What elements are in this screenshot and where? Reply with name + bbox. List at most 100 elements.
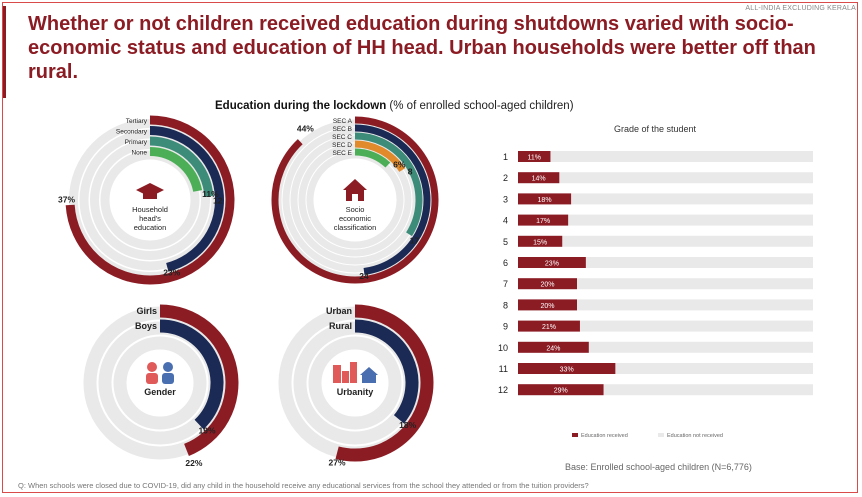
radial-chart-1: Tertiary 37% Secondary 23% Primary 12 None 11% H… (58, 115, 235, 285)
bar-track (518, 278, 813, 290)
cap-base (143, 192, 157, 199)
tick-label: 6 (503, 258, 508, 268)
bar-track (518, 235, 813, 247)
radial-bar-urban (335, 304, 434, 462)
category-label: Urban (326, 306, 352, 316)
bar-value-label: 29% (554, 388, 568, 395)
center-label: education (134, 223, 167, 232)
question-note: Q: When schools were closed due to COVID… (18, 481, 589, 490)
tick-label: 8 (503, 300, 508, 310)
bar (518, 235, 563, 247)
bar (518, 363, 616, 374)
bar-value-label: 18% (538, 197, 552, 204)
center-label: head's (139, 214, 161, 223)
building-2 (342, 371, 349, 383)
building-1 (333, 365, 341, 383)
tick-label: 9 (503, 322, 508, 332)
bar-value-label: 20% (540, 282, 554, 289)
house-door (352, 194, 358, 201)
value-label: 24 (359, 271, 369, 281)
tick-label: 2 (503, 173, 508, 183)
people-icon (146, 362, 174, 384)
hut-roof (360, 367, 378, 375)
radial-bar-none (149, 147, 203, 192)
tick-label: 11 (499, 364, 508, 374)
bar-track (518, 341, 813, 353)
bar-track (518, 257, 813, 268)
tick-label: 7 (503, 279, 508, 289)
girl-head (147, 362, 157, 372)
house-roof (343, 179, 367, 190)
value-label: 23% (163, 267, 180, 277)
bar-track (518, 151, 813, 162)
city-icon (333, 362, 378, 383)
boy-head (163, 362, 173, 372)
tick-label: 10 (498, 343, 508, 353)
category-label: Boys (135, 321, 157, 331)
category-label: Girls (136, 306, 157, 316)
category-label: SEC B (332, 126, 352, 133)
legend-swatch-received (572, 433, 578, 437)
grade-bar-chart: Grade of the student 1 11% 2 14% 3 18% 4 17% 5 15%… (498, 124, 813, 439)
radial-bar-primary (149, 136, 214, 197)
slide-headline: Whether or not children received educati… (28, 13, 816, 83)
bar (518, 214, 569, 226)
center-label: Household (132, 205, 168, 214)
legend-label-not-received: Education not received (667, 433, 723, 439)
bar (518, 172, 560, 184)
radial-bar-tertiary (65, 115, 235, 285)
bar-value-label: 33% (560, 367, 574, 374)
value-label: 6% (393, 160, 406, 170)
category-label: SEC C (332, 134, 352, 141)
bar (518, 320, 580, 332)
bar-track (518, 193, 813, 205)
hut-body (362, 375, 376, 383)
bar (518, 193, 572, 205)
category-label: SEC E (332, 150, 352, 157)
bar-value-label: 14% (532, 176, 546, 183)
category-label: SEC A (333, 118, 353, 125)
category-label: None (131, 150, 147, 157)
bar-value-label: 24% (546, 345, 560, 352)
radial-bar-secondary (149, 126, 224, 272)
category-label: SEC D (332, 142, 352, 149)
value-label: 44% (297, 124, 314, 134)
legend-label-received: Education received (581, 433, 628, 439)
bar (518, 278, 577, 290)
girl-body (146, 373, 158, 384)
bar (518, 151, 551, 162)
radial-bar-rural (354, 319, 419, 424)
radial-bar-sec-e (354, 148, 391, 168)
value-label: 12 (213, 195, 223, 205)
value-label: 18% (399, 420, 416, 430)
value-label: 27% (328, 458, 345, 468)
bar (518, 384, 604, 396)
radial-chart-2: SEC A 44% SEC B 24 SEC C 17 SEC D 8 SEC E 6% Socio… (271, 116, 439, 284)
legend-swatch-not-received (658, 433, 664, 437)
radial-bar-sec-c (354, 132, 423, 237)
bar-track (518, 214, 813, 226)
center-label: economic (339, 214, 371, 223)
bar-chart-title: Grade of the student (614, 124, 697, 134)
graduation-cap-icon (136, 183, 164, 199)
tick-label: 3 (503, 194, 508, 204)
track-ring (308, 336, 402, 430)
bar-value-label: 15% (533, 239, 547, 246)
subtitle-bold: Education during the lockdown (215, 100, 387, 112)
value-label: 22% (185, 458, 202, 468)
center-label: Socio (346, 205, 365, 214)
category-label: Rural (329, 321, 352, 331)
tick-label: 12 (498, 385, 508, 395)
track-ring (306, 151, 404, 249)
bar (518, 341, 589, 353)
building-3 (350, 362, 357, 383)
radial-bar-girls (159, 304, 239, 456)
bar-value-label: 17% (536, 218, 550, 225)
bar-value-label: 20% (540, 303, 554, 310)
radial-chart-4: Urban 27% Rural 18% Urbanity (278, 304, 434, 468)
track-ring (113, 336, 207, 430)
house-icon (343, 179, 367, 201)
radial-bar-boys (159, 319, 224, 430)
